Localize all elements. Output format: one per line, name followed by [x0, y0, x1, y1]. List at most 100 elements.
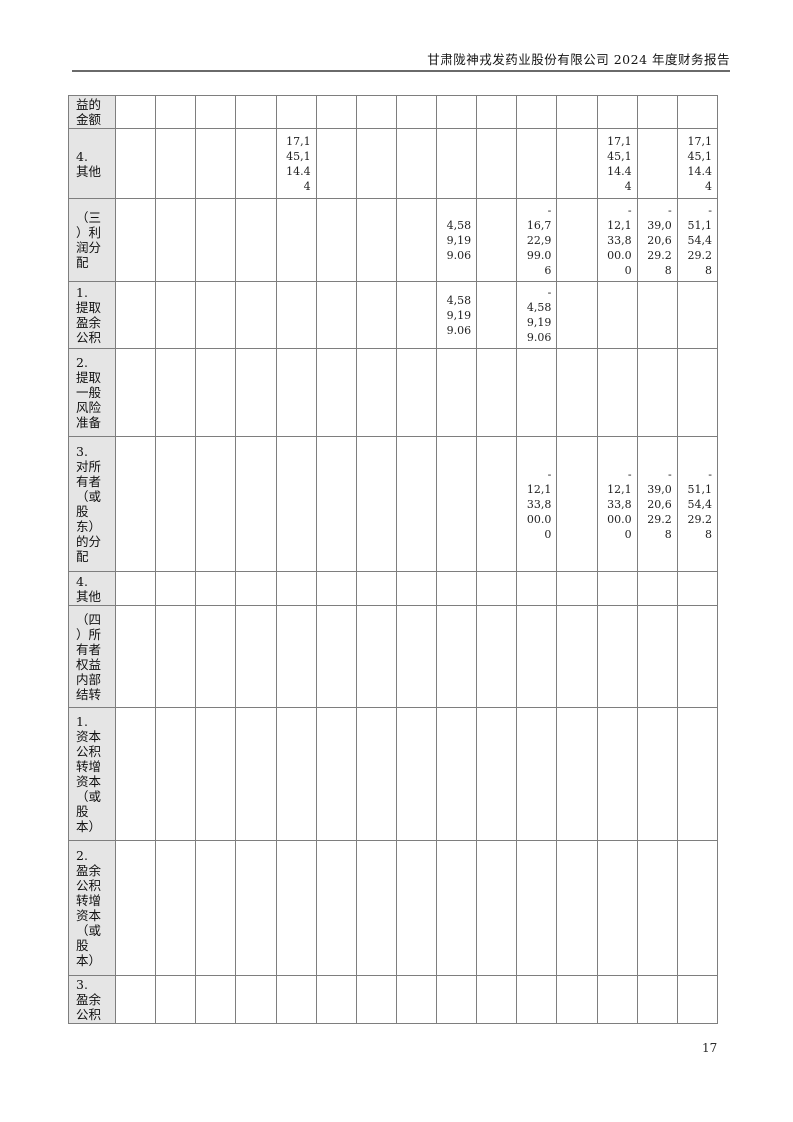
value-cell — [155, 571, 197, 606]
value-cell — [596, 281, 638, 349]
value-cell: - 4,58 9,19 9.06 — [516, 281, 558, 349]
page-number: 17 — [702, 1041, 718, 1055]
value-cell — [395, 95, 438, 129]
value-cell — [476, 128, 518, 199]
value-cell — [155, 436, 197, 572]
value-cell — [636, 281, 678, 349]
value-cell — [556, 436, 598, 572]
value-cell — [636, 975, 678, 1024]
table-row: 3. 盈余 公积 — [68, 975, 719, 1024]
value-cell — [315, 128, 357, 199]
value-cell — [114, 436, 157, 572]
value-cell — [275, 840, 317, 976]
value-cell: 4,58 9,19 9.06 — [435, 281, 478, 349]
value-cell — [235, 281, 277, 349]
value-cell — [435, 707, 478, 841]
value-cell — [195, 840, 237, 976]
value-cell — [676, 605, 719, 708]
table-row: （三 ）利 润分 配 4,58 9,19 9.06 - 16,7 22,9 99.0… — [68, 198, 719, 282]
value-cell — [195, 605, 237, 708]
value-cell — [195, 198, 237, 282]
value-cell — [435, 605, 478, 708]
value-cell — [676, 281, 719, 349]
value-cell — [114, 840, 157, 976]
value-cell — [435, 436, 478, 572]
value-cell: - 12,1 33,8 00.0 0 — [596, 198, 638, 282]
value-cell — [395, 281, 438, 349]
value-cell — [516, 571, 558, 606]
value-cell — [235, 975, 277, 1024]
value-cell — [636, 571, 678, 606]
row-label: 1. 资本 公积 转增 资本 （或 股 本） — [68, 707, 116, 841]
value-cell — [114, 707, 157, 841]
value-cell — [275, 707, 317, 841]
value-cell — [435, 95, 478, 129]
value-cell — [114, 198, 157, 282]
value-cell — [355, 128, 397, 199]
value-cell — [556, 571, 598, 606]
value-cell — [195, 436, 237, 572]
value-cell: 4,58 9,19 9.06 — [435, 198, 478, 282]
value-cell: 17,1 45,1 14.4 4 — [676, 128, 719, 199]
value-cell — [516, 95, 558, 129]
value-cell — [355, 348, 397, 437]
row-label: 1. 提取 盈余 公积 — [68, 281, 116, 349]
value-cell — [355, 605, 397, 708]
value-cell — [315, 707, 357, 841]
value-cell — [155, 95, 197, 129]
value-cell — [596, 348, 638, 437]
value-cell — [395, 707, 438, 841]
value-cell — [556, 840, 598, 976]
value-cell — [315, 571, 357, 606]
value-cell — [516, 840, 558, 976]
table-row: 4. 其他 17,1 45,1 14.4 4 17,1 45,1 14.4 4 17,… — [68, 128, 719, 199]
value-cell — [476, 975, 518, 1024]
value-cell — [636, 840, 678, 976]
table-row: 4. 其他 — [68, 571, 719, 606]
value-cell — [596, 95, 638, 129]
value-cell — [476, 348, 518, 437]
value-cell — [355, 95, 397, 129]
value-cell — [516, 128, 558, 199]
value-cell: - 12,1 33,8 00.0 0 — [516, 436, 558, 572]
value-cell — [355, 281, 397, 349]
value-cell — [114, 975, 157, 1024]
value-cell — [435, 571, 478, 606]
value-cell — [476, 281, 518, 349]
table-row: 益的 金额 — [68, 95, 719, 129]
value-cell — [476, 95, 518, 129]
value-cell — [155, 128, 197, 199]
value-cell — [315, 975, 357, 1024]
value-cell — [476, 840, 518, 976]
value-cell — [395, 198, 438, 282]
value-cell — [476, 571, 518, 606]
value-cell — [516, 975, 558, 1024]
value-cell — [355, 198, 397, 282]
value-cell — [114, 95, 157, 129]
value-cell — [235, 707, 277, 841]
value-cell — [155, 975, 197, 1024]
value-cell — [516, 605, 558, 708]
value-cell — [315, 95, 357, 129]
value-cell — [235, 605, 277, 708]
table-row: （四 ）所 有者 权益 内部 结转 — [68, 605, 719, 708]
value-cell — [395, 840, 438, 976]
value-cell — [114, 571, 157, 606]
value-cell — [596, 707, 638, 841]
value-cell — [476, 707, 518, 841]
value-cell — [636, 605, 678, 708]
value-cell — [275, 198, 317, 282]
value-cell — [195, 707, 237, 841]
value-cell — [435, 975, 478, 1024]
value-cell — [556, 95, 598, 129]
value-cell — [155, 605, 197, 708]
value-cell — [155, 198, 197, 282]
value-cell — [556, 281, 598, 349]
row-label: 4. 其他 — [68, 128, 116, 199]
value-cell: 17,1 45,1 14.4 4 — [275, 128, 317, 199]
value-cell — [556, 975, 598, 1024]
row-label: 2. 盈余 公积 转增 资本 （或 股 本） — [68, 840, 116, 976]
value-cell — [556, 348, 598, 437]
value-cell — [315, 840, 357, 976]
row-label: 4. 其他 — [68, 571, 116, 606]
